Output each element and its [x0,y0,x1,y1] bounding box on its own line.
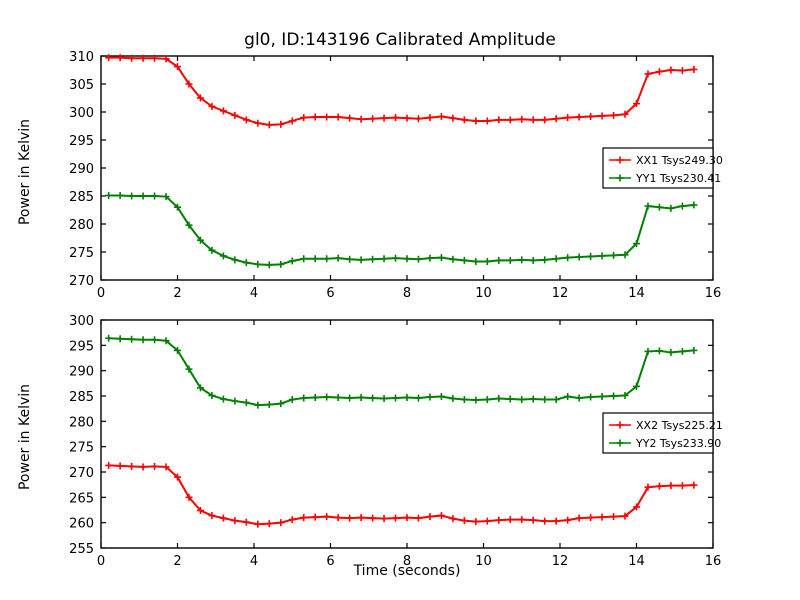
y-tick-label-top-305: 305 [69,78,94,93]
y-tick-label-bottom-275: 275 [69,441,94,456]
y-tick-label-top-285: 285 [69,190,94,205]
legend-item-XX1[interactable]: XX1 Tsys249.30 [609,154,723,167]
legend-label: YY1 Tsys230.41 [635,172,721,185]
x-tick-label-top-14: 14 [628,286,645,301]
x-tick-label-top-8: 8 [403,286,411,301]
x-tick-label-bottom-14: 14 [628,554,645,569]
x-axis-label: Time (seconds) [353,563,461,579]
legend-item-YY1[interactable]: YY1 Tsys230.41 [609,172,721,185]
y-tick-label-top-310: 310 [69,50,94,65]
series-markers-YY1 [105,191,698,269]
legend-bottom[interactable]: XX2 Tsys225.21 YY2 Tsys233.90 [602,412,723,454]
legend-label: XX1 Tsys249.30 [636,154,723,167]
y-tick-label-bottom-295: 295 [69,339,94,354]
axis-ticks-top: 0 2 4 6 8 10 12 14 16 270 275 280 285 290 295 300 305 310 [69,50,721,301]
y-tick-label-bottom-280: 280 [69,415,94,430]
legend-top[interactable]: XX1 Tsys249.30 YY1 Tsys230.41 [602,147,723,189]
x-tick-label-top-16: 16 [705,286,722,301]
series-line-YY2 [108,337,694,407]
legend-item-YY2[interactable]: YY2 Tsys233.90 [609,437,721,450]
x-tick-label-bottom-16: 16 [705,554,722,569]
y-tick-label-bottom-285: 285 [69,390,94,405]
y-tick-label-bottom-290: 290 [69,365,94,380]
y-tick-label-bottom-300: 300 [69,314,94,329]
y-tick-label-top-280: 280 [69,218,94,233]
y-tick-label-top-300: 300 [69,106,94,121]
y-tick-label-bottom-265: 265 [69,491,94,506]
series-line-XX2 [108,464,694,526]
y-tick-label-bottom-270: 270 [69,466,94,481]
x-tick-label-top-2: 2 [173,286,181,301]
y-tick-label-top-275: 275 [69,246,94,261]
x-tick-label-bottom-0: 0 [97,554,105,569]
x-tick-label-bottom-10: 10 [475,554,492,569]
y-tick-label-bottom-260: 260 [69,517,94,532]
series-markers-XX1 [105,54,698,129]
series-line-YY1 [108,194,694,266]
x-tick-label-top-12: 12 [552,286,569,301]
legend-box-top[interactable] [602,147,714,189]
x-tick-label-top-4: 4 [250,286,258,301]
figure-title: gl0, ID:143196 Calibrated Amplitude [244,30,556,50]
legend-label: YY2 Tsys233.90 [635,437,721,450]
data-series-bottom [105,334,698,528]
x-tick-label-top-6: 6 [326,286,334,301]
legend-box-bottom[interactable] [602,412,714,454]
y-axis-label-top: Power in Kelvin [17,118,33,226]
y-tick-label-top-270: 270 [69,274,94,289]
x-tick-label-bottom-6: 6 [326,554,334,569]
x-tick-label-bottom-8: 8 [403,554,411,569]
y-tick-label-bottom-255: 255 [69,542,94,557]
axis-ticks-bottom: 0 2 4 6 8 10 12 14 16 255 260 265 270 275 280 285 290 295… [69,314,721,569]
x-tick-label-top-0: 0 [97,286,105,301]
x-tick-label-top-10: 10 [475,286,492,301]
series-line-XX1 [108,56,694,126]
series-markers-XX2 [105,461,698,528]
y-axis-label-bottom: Power in Kelvin [17,383,33,491]
y-tick-label-top-290: 290 [69,162,94,177]
x-tick-label-bottom-2: 2 [173,554,181,569]
legend-label: XX2 Tsys225.21 [636,419,723,432]
legend-item-XX2[interactable]: XX2 Tsys225.21 [609,419,723,432]
x-tick-label-bottom-12: 12 [552,554,569,569]
x-tick-label-bottom-4: 4 [250,554,258,569]
series-markers-YY2 [105,334,698,409]
data-series-top [105,54,698,269]
y-tick-label-top-295: 295 [69,134,94,149]
